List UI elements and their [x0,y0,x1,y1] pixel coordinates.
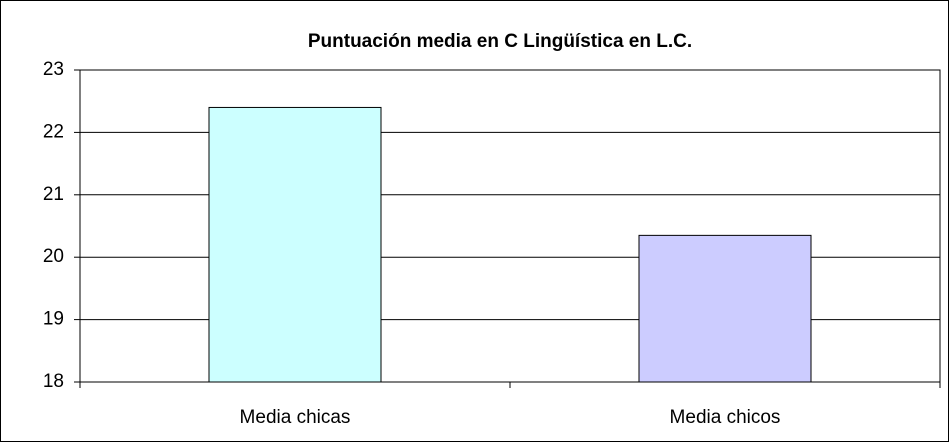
bar [208,106,382,383]
x-tick-label: Media chicas [240,407,351,428]
y-tick-label: 20 [43,246,64,267]
y-tick-label: 21 [43,184,64,205]
chart-title: Puntuación media en C Lingüística en L.C… [308,31,692,52]
y-tick-label: 23 [43,59,64,80]
y-tick-label: 18 [43,371,64,392]
y-tick-label: 22 [43,121,64,142]
x-tick-label: Media chicos [670,407,781,428]
y-tick-label: 19 [43,309,64,330]
bar [638,234,812,383]
